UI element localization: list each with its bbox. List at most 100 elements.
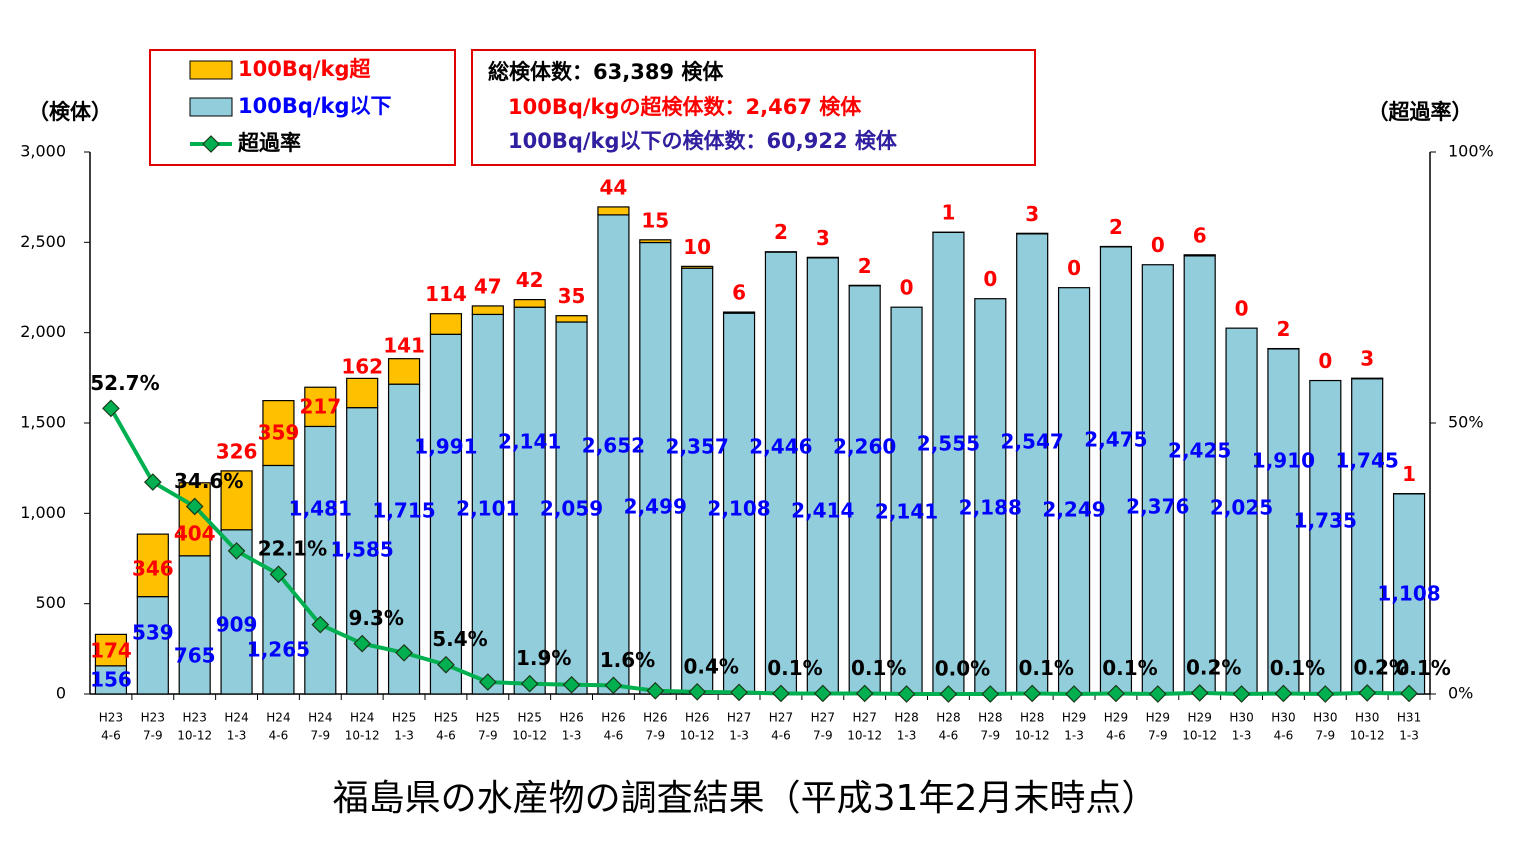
bar — [932, 231, 965, 695]
x-tick-label: H26 — [643, 711, 667, 725]
chart-title: 福島県の水産物の調査結果（平成31年2月末時点） — [333, 778, 1158, 819]
data-label: 52.7% — [90, 371, 159, 395]
data-label: 1 — [941, 201, 955, 225]
line-marker — [478, 673, 497, 691]
line-marker — [1316, 685, 1335, 703]
data-label: 35 — [558, 284, 586, 308]
data-label: 2,652 — [582, 434, 645, 458]
data-label: 1 — [1402, 462, 1416, 486]
data-label: 47 — [474, 274, 502, 298]
line-marker — [1065, 685, 1083, 703]
data-label: 9.3% — [348, 606, 403, 630]
legend-swatch — [189, 60, 233, 80]
bar — [178, 555, 211, 695]
x-tick-label: 1-3 — [1064, 729, 1084, 743]
data-label: 0.1% — [1395, 656, 1450, 680]
x-tick-label: H23 — [99, 711, 123, 725]
x-tick-label: H30 — [1355, 711, 1379, 725]
x-tick-label: H29 — [1104, 711, 1128, 725]
data-label: 42 — [516, 268, 544, 292]
data-label: 174 — [90, 639, 132, 663]
bar — [1057, 287, 1091, 695]
x-tick-label: H30 — [1313, 711, 1337, 725]
data-label: 22.1% — [258, 537, 327, 561]
bar — [1183, 254, 1216, 257]
line-marker — [646, 681, 665, 700]
x-tick-label: H26 — [601, 711, 625, 725]
x-tick-label: 7-9 — [646, 729, 666, 743]
x-tick-label: 10-12 — [512, 729, 547, 743]
data-label: 2 — [1276, 317, 1290, 341]
bar — [1141, 264, 1174, 695]
data-label: 1.9% — [516, 646, 571, 670]
x-tick-label: 1-3 — [897, 729, 917, 743]
data-label: 15 — [641, 208, 669, 232]
data-label: 0.1% — [1270, 656, 1325, 680]
data-label: 2,188 — [959, 496, 1022, 520]
bar — [94, 665, 128, 695]
bar — [1309, 379, 1342, 695]
line-marker — [562, 675, 581, 694]
x-tick-label: H24 — [224, 711, 248, 725]
bar — [136, 533, 169, 598]
x-tick-label: 4-6 — [604, 729, 624, 743]
x-tick-label: 7-9 — [981, 729, 1001, 743]
legend-box — [149, 49, 456, 166]
data-label: 539 — [132, 621, 174, 645]
data-label: 34.6% — [174, 469, 243, 493]
data-label: 3 — [816, 226, 830, 250]
bar — [974, 298, 1007, 695]
bar — [1351, 377, 1384, 380]
data-label: 2,357 — [666, 435, 729, 459]
data-label: 2,376 — [1126, 495, 1189, 519]
data-label: 2,475 — [1084, 428, 1147, 452]
data-label: 1,585 — [331, 538, 394, 562]
bar — [764, 251, 798, 695]
x-tick-label: 4-6 — [101, 729, 121, 743]
line-marker — [1358, 684, 1377, 702]
x-tick-label: 10-12 — [177, 729, 212, 743]
line-marker — [1274, 684, 1293, 703]
legend-marker — [202, 135, 220, 153]
y-tick-label: 2,500 — [20, 232, 66, 251]
y2-axis-label: （超過率） — [1368, 100, 1473, 124]
x-tick-label: H28 — [978, 711, 1002, 725]
bar — [1183, 255, 1216, 695]
data-label: 0.1% — [1102, 656, 1157, 680]
x-tick-label: H28 — [936, 711, 960, 725]
line-marker — [311, 615, 330, 634]
line-marker — [730, 683, 748, 702]
bar — [555, 315, 588, 323]
x-tick-label: 10-12 — [1350, 729, 1385, 743]
bar — [429, 313, 463, 335]
x-tick-label: H25 — [392, 711, 416, 725]
x-tick-label: H29 — [1062, 711, 1086, 725]
data-label: 2,260 — [833, 435, 896, 459]
summary-line: 100Bq/kg以下の検体数：60,922 検体 — [508, 129, 898, 153]
data-label: 404 — [174, 522, 216, 546]
x-tick-label: 1-3 — [394, 729, 414, 743]
x-tick-label: H28 — [1020, 711, 1044, 725]
y-tick-label: 1,000 — [20, 503, 66, 522]
bar — [471, 305, 504, 316]
line-marker — [227, 542, 246, 560]
bar — [639, 239, 672, 244]
summary-box — [471, 49, 1036, 166]
bar — [471, 313, 504, 695]
data-label: 0.1% — [851, 656, 906, 680]
data-label: 156 — [90, 668, 132, 692]
x-tick-label: 4-6 — [1106, 729, 1126, 743]
data-label: 1,991 — [414, 435, 477, 459]
line-marker — [1023, 684, 1042, 703]
data-label: 2 — [1109, 215, 1123, 239]
data-label: 0.2% — [1186, 655, 1241, 679]
data-label: 2,141 — [875, 500, 938, 524]
bar — [555, 321, 588, 695]
x-tick-label: H29 — [1188, 711, 1212, 725]
x-tick-label: H27 — [811, 711, 835, 725]
data-label: 2,101 — [456, 497, 519, 521]
bar — [597, 214, 630, 695]
line-marker — [269, 565, 288, 584]
line-marker — [102, 399, 120, 418]
x-tick-label: 10-12 — [680, 729, 715, 743]
